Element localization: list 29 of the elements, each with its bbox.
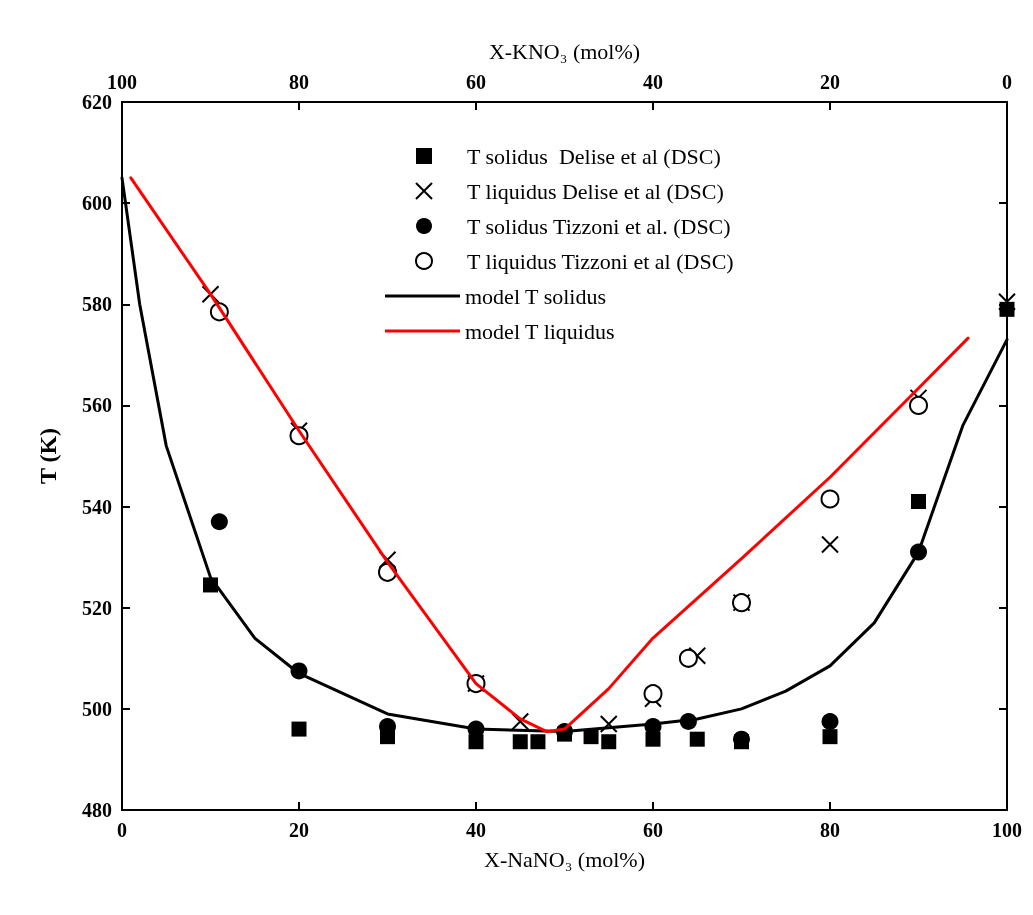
x-tick-label: 40: [466, 819, 486, 841]
y-tick-label: 620: [82, 91, 112, 113]
y-tick-label: 540: [82, 495, 112, 518]
y-axis-title: T (K): [35, 427, 61, 485]
x2-tick-label: 20: [820, 71, 840, 93]
y-tick-label: 500: [82, 697, 112, 720]
legend-label: model T solidus: [465, 283, 606, 309]
x-tick-label: 20: [289, 819, 309, 841]
x2-tick-label: 60: [466, 71, 486, 93]
x2-tick-label: 80: [289, 71, 309, 93]
x2-axis-title: X-KNO₃ (mol%): [488, 38, 641, 64]
legend-label: T liquidus Tizzoni et al (DSC): [467, 248, 734, 274]
x-axis-title: X-NaNO₃ (mol%): [483, 846, 646, 872]
x2-tick-label: 0: [1002, 71, 1012, 93]
x-tick-label: 60: [643, 819, 663, 841]
y-tick-label: 480: [82, 799, 112, 821]
y-tick-label: 520: [82, 596, 112, 619]
legend-label: T solidus Delise et al (DSC): [467, 143, 721, 169]
y-tick-label: 560: [82, 394, 112, 417]
x2-tick-label: 100: [107, 71, 137, 93]
x-tick-label: 100: [992, 819, 1022, 841]
x-tick-label: 80: [820, 819, 840, 841]
y-tick-label: 580: [82, 293, 112, 316]
legend-label: T liquidus Delise et al (DSC): [467, 178, 724, 204]
y-tick-label: 600: [82, 192, 112, 215]
x-tick-label: 0: [117, 819, 127, 841]
legend-label: T solidus Tizzoni et al. (DSC): [467, 213, 731, 239]
legend-label: model T liquidus: [465, 318, 615, 344]
x2-tick-label: 40: [643, 71, 663, 93]
